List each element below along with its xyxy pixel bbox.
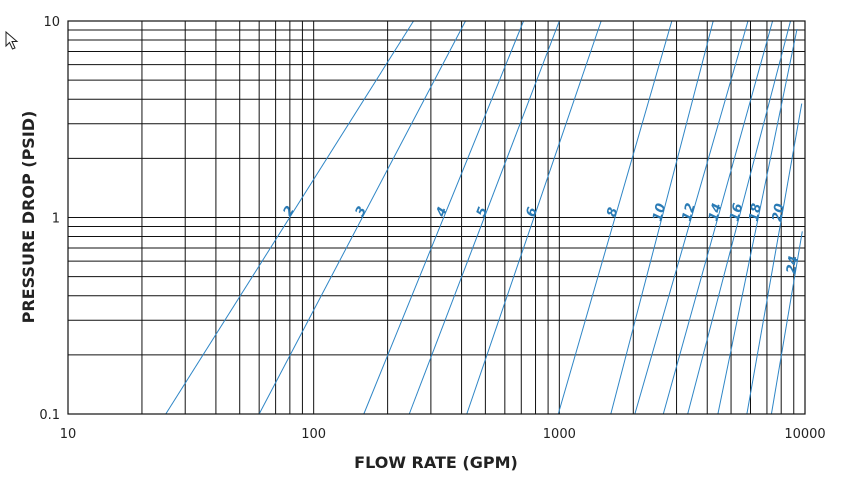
cursor-icon xyxy=(5,30,19,50)
size-label-3: 3 xyxy=(353,204,370,219)
x-tick-label: 100 xyxy=(301,427,326,442)
size-label-18: 18 xyxy=(747,202,765,223)
series-line-10 xyxy=(610,20,714,415)
size-label-2: 2 xyxy=(281,204,299,220)
x-axis-title: FLOW RATE (GPM) xyxy=(354,453,518,472)
size-label-24: 24 xyxy=(784,255,802,275)
plot-frame xyxy=(67,20,806,415)
x-tick-label: 10000 xyxy=(784,427,825,442)
series-line-16 xyxy=(687,20,791,415)
y-tick-label: 0.1 xyxy=(39,408,60,423)
size-label-16: 16 xyxy=(727,202,746,223)
y-tick-label: 1 xyxy=(52,212,60,227)
size-label-12: 12 xyxy=(680,202,699,224)
x-tick-label: 10 xyxy=(60,427,77,442)
grid xyxy=(68,21,805,414)
series-lines xyxy=(165,20,803,415)
series-line-24 xyxy=(770,231,803,415)
series-line-4 xyxy=(363,20,525,415)
series-line-2 xyxy=(165,20,414,415)
x-tick-labels: 10 100 1000 10000 xyxy=(60,427,826,442)
series-line-12 xyxy=(634,20,749,415)
series-line-8 xyxy=(557,20,673,415)
series-line-6 xyxy=(466,20,602,415)
size-label-8: 8 xyxy=(604,206,621,219)
size-label-6: 6 xyxy=(524,205,541,218)
y-axis-title: PRESSURE DROP (PSID) xyxy=(19,111,38,324)
x-tick-label: 1000 xyxy=(543,427,576,442)
series-line-14 xyxy=(662,20,774,415)
series-line-20 xyxy=(746,103,803,415)
size-label-10: 10 xyxy=(650,202,669,223)
size-label-20: 20 xyxy=(770,202,788,222)
y-tick-label: 10 xyxy=(43,15,60,30)
size-label-14: 14 xyxy=(706,202,725,223)
y-tick-labels: 0.1 1 10 xyxy=(39,15,60,423)
series-line-18 xyxy=(717,28,798,415)
series-line-3 xyxy=(258,20,466,415)
series-line-5 xyxy=(408,20,560,415)
